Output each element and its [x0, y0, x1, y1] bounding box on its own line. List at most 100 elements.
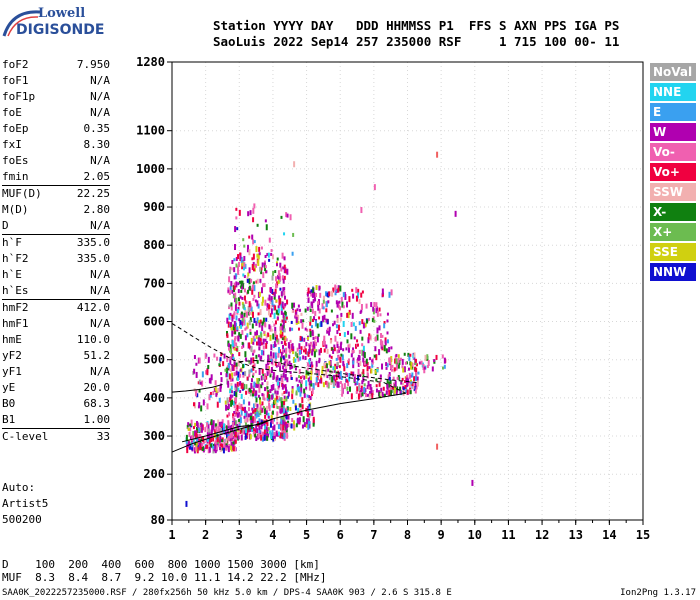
echo-point — [239, 320, 242, 327]
echo-point — [237, 297, 240, 302]
echo-point — [280, 215, 283, 219]
echo-point — [227, 289, 230, 293]
echo-point — [415, 363, 418, 367]
echo-point — [229, 312, 232, 316]
echo-point — [327, 368, 330, 372]
echo-point — [269, 313, 272, 318]
echo-point — [329, 359, 332, 366]
echo-point — [238, 352, 241, 357]
echo-point — [280, 416, 283, 420]
echo-point — [237, 265, 240, 272]
echo-point — [332, 287, 335, 293]
echo-point — [218, 363, 221, 367]
echo-point — [263, 429, 266, 435]
param-row: yF2 51.2 — [2, 348, 110, 364]
echo-point — [256, 330, 259, 336]
echo-point — [379, 392, 382, 396]
param-value: N/A — [90, 268, 110, 281]
x-tick-label: 13 — [568, 528, 582, 542]
echo-point — [252, 374, 255, 378]
echo-point — [189, 427, 192, 432]
echo-point — [219, 385, 222, 392]
echo-point — [264, 299, 267, 306]
echo-point — [301, 397, 304, 404]
echo-point — [435, 354, 438, 360]
echo-point — [248, 374, 251, 378]
echo-point — [253, 381, 256, 388]
echo-point — [415, 374, 418, 381]
echo-point — [240, 409, 243, 416]
legend-item: NoVal — [650, 63, 696, 81]
echo-point — [238, 332, 241, 338]
echo-point — [403, 352, 406, 356]
echo-point — [238, 420, 241, 425]
echo-point — [282, 408, 285, 415]
echo-point — [248, 311, 251, 315]
echo-point — [282, 312, 285, 319]
echo-point — [410, 361, 413, 365]
echo-point — [284, 269, 287, 274]
echo-point — [251, 263, 254, 270]
echo-point — [308, 384, 311, 391]
echo-point — [273, 312, 276, 319]
echo-point — [248, 249, 251, 256]
echo-point — [414, 382, 417, 388]
echo-point — [270, 351, 273, 357]
echo-point — [275, 335, 278, 342]
echo-point — [229, 425, 232, 431]
echo-point — [426, 365, 429, 369]
echo-point — [288, 354, 291, 359]
echo-point — [243, 406, 246, 413]
echo-point — [280, 397, 283, 404]
echo-point — [378, 307, 381, 312]
echo-point — [348, 372, 351, 377]
echo-point — [223, 442, 226, 448]
echo-point — [354, 343, 357, 349]
echo-point — [247, 289, 250, 294]
echo-point — [333, 374, 336, 380]
echo-point — [249, 328, 252, 332]
echo-point — [339, 317, 342, 322]
echo-point — [269, 430, 272, 435]
echo-point — [214, 442, 217, 449]
echo-point — [195, 389, 198, 393]
echo-point — [265, 410, 268, 416]
echo-point — [232, 400, 235, 406]
echo-point — [333, 380, 336, 387]
echo-point — [207, 364, 210, 369]
echo-point — [244, 351, 247, 358]
echo-point — [431, 366, 434, 372]
echo-point — [325, 308, 328, 313]
param-value: 335.0 — [76, 236, 110, 249]
echo-point — [317, 369, 320, 376]
echo-point — [268, 394, 271, 400]
echo-point — [244, 411, 247, 418]
echo-point — [356, 386, 359, 393]
param-value: 33 — [96, 430, 110, 443]
echo-point — [274, 305, 277, 311]
echo-point — [215, 444, 218, 450]
echo-point — [346, 386, 349, 391]
echo-point — [219, 383, 222, 389]
echo-point — [236, 227, 239, 231]
param-row: yE 20.0 — [2, 380, 110, 396]
echo-point — [222, 361, 225, 367]
echo-point — [384, 337, 387, 344]
echo-point — [239, 252, 242, 256]
echo-point — [306, 328, 309, 332]
echo-point — [373, 319, 376, 323]
echo-point — [208, 394, 211, 401]
echo-point — [268, 304, 271, 310]
echo-point — [328, 291, 331, 297]
echo-point — [381, 391, 384, 396]
echo-point — [228, 304, 231, 308]
echo-point — [427, 360, 430, 367]
echo-point — [385, 348, 388, 354]
echo-point — [312, 299, 315, 304]
echo-point — [229, 266, 232, 270]
echo-point — [374, 336, 377, 342]
echo-point — [286, 362, 289, 367]
echo-point — [332, 323, 335, 327]
echo-point — [237, 254, 240, 260]
echo-point — [192, 435, 195, 440]
